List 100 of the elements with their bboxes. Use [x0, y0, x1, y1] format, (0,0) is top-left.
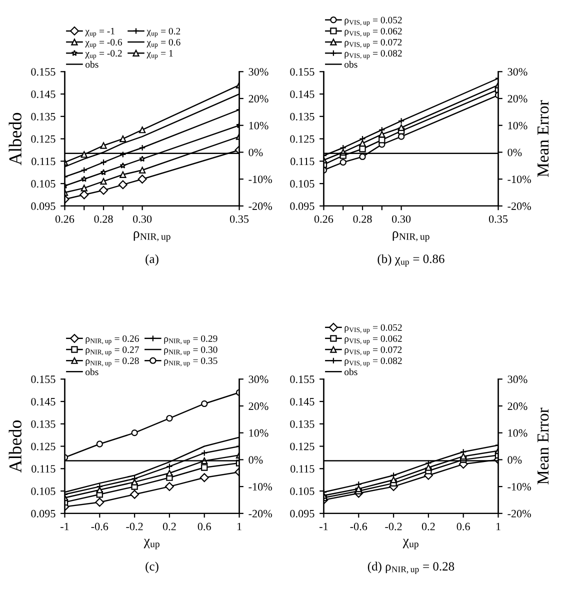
y-tick-label: 0.125 [31, 442, 56, 450]
x-tick-label: -0.2 [126, 522, 143, 530]
y-axis-title: Albedo [8, 112, 22, 166]
legend-label: ρ$_{VIS,up}$ = 0.052 [344, 324, 402, 334]
legend-label: ρ$_{NIR,up}$ = 0.27 [86, 346, 139, 356]
y-tick-label: 0.125 [290, 442, 314, 450]
x-tick-label: -1 [320, 522, 328, 530]
y2-tick-label: -10% [508, 176, 531, 184]
y-tick-label: 0.105 [290, 488, 314, 496]
y2-axis-title: Mean Error [538, 408, 549, 484]
x-tick-label: 0.26 [314, 215, 334, 223]
text: (c) [146, 562, 158, 574]
legend-label: χ$_{up}$ = -0.6 [85, 38, 122, 48]
y2-tick-label: 30% [248, 376, 268, 384]
y2-tick-label: 10% [508, 122, 528, 130]
x-tick-label: 0.6 [198, 522, 211, 530]
x-tick-label: 1 [237, 522, 242, 530]
y-tick-label: 0.155 [290, 376, 314, 384]
y-tick-label: 0.125 [290, 135, 314, 143]
legend-label: ρ$_{NIR,up}$ = 0.35 [164, 357, 218, 367]
x-tick-label: 0.2 [162, 522, 176, 530]
x-axis-title: ρ$_{NIR,up}$ [392, 231, 430, 242]
x-axis-title: χ$_{up}$ [402, 538, 418, 550]
y-tick-label: 0.145 [31, 90, 56, 98]
legend-label: ρ$_{NIR,up}$ = 0.28 [86, 357, 139, 367]
x-tick-label: 0.30 [133, 215, 152, 223]
legend-label: obs [344, 368, 358, 376]
x-tick-label: 0.28 [94, 215, 113, 223]
text: (a) [146, 254, 158, 266]
legend-label: ρ$_{NIR,up}$ = 0.29 [164, 335, 218, 345]
legend-label: ρ$_{VIS,up}$ = 0.052 [344, 16, 402, 26]
y2-tick-label: 20% [248, 402, 268, 410]
legend-label: ρ$_{VIS,up}$ = 0.082 [344, 50, 402, 60]
y2-axis-title: Mean Error [538, 100, 549, 177]
y-tick-label: 0.125 [31, 135, 56, 143]
y-tick-label: 0.105 [31, 488, 56, 496]
y2-tick-label: 30% [248, 68, 268, 76]
y2-tick-label: 0% [508, 148, 522, 156]
y-tick-label: 0.095 [31, 510, 56, 518]
y2-tick-label: 30% [508, 68, 528, 76]
y2-tick-label: 10% [508, 429, 528, 437]
legend-label: ρ$_{VIS,up}$ = 0.062 [344, 28, 402, 38]
x-tick-label: 0.28 [353, 215, 372, 223]
y-axis-title: Albedo [8, 420, 22, 473]
y-tick-label: 0.135 [31, 112, 56, 120]
y-tick-label: 0.135 [31, 420, 56, 428]
y2-tick-label: -20% [508, 510, 531, 518]
y-tick-label: 0.145 [290, 398, 314, 406]
y-tick-label: 0.115 [32, 465, 56, 473]
y-tick-label: 0.115 [290, 465, 314, 473]
y2-tick-label: 20% [508, 402, 528, 410]
legend-label: obs [344, 60, 358, 68]
x-tick-label: -0.6 [350, 522, 368, 530]
x-tick-label: 0.35 [230, 215, 249, 223]
y-tick-label: 0.105 [290, 180, 314, 188]
x-tick-label: 0.2 [422, 522, 435, 530]
y-tick-label: 0.095 [290, 202, 314, 210]
text: (d) ρ$_{NIR,up}$ = 0.28 [368, 562, 454, 574]
legend-label: ρ$_{VIS,up}$ = 0.062 [344, 335, 402, 345]
x-tick-label: 0.35 [488, 215, 508, 223]
y2-tick-label: 10% [249, 429, 268, 437]
y-tick-label: 0.095 [290, 510, 314, 518]
y2-tick-label: -10% [508, 483, 531, 491]
y-tick-label: 0.135 [290, 112, 314, 120]
y-tick-label: 0.155 [290, 68, 314, 76]
y-tick-label: 0.155 [31, 68, 56, 76]
y2-tick-label: -10% [248, 483, 272, 491]
x-tick-label: -1 [60, 522, 69, 530]
x-axis-title: χ$_{up}$ [144, 538, 160, 550]
y-tick-label: 0.145 [290, 90, 314, 98]
y-tick-label: 0.145 [31, 398, 56, 406]
legend-label: χ$_{up}$ = 1 [146, 50, 173, 60]
y-tick-label: 0.115 [290, 158, 314, 166]
y2-tick-label: 0% [248, 456, 263, 464]
y2-tick-label: -20% [508, 202, 531, 210]
y-tick-label: 0.135 [290, 420, 314, 428]
y2-tick-label: 20% [248, 94, 268, 103]
x-tick-label: 1 [496, 522, 500, 530]
legend-label: ρ$_{VIS,up}$ = 0.072 [344, 346, 402, 356]
legend-label: ρ$_{VIS,up}$ = 0.072 [344, 38, 402, 48]
y-tick-label: 0.105 [31, 180, 56, 188]
y2-tick-label: -10% [248, 176, 272, 184]
legend-label: χ$_{up}$ = -0.2 [85, 50, 122, 60]
legend-label: ρ$_{VIS,up}$ = 0.082 [344, 357, 402, 367]
y2-tick-label: 30% [508, 376, 528, 384]
y2-tick-label: 10% [249, 122, 268, 130]
y2-tick-label: -20% [248, 202, 272, 210]
x-tick-label: 0.30 [392, 215, 411, 223]
x-tick-label: -0.6 [91, 522, 108, 530]
y2-tick-label: 20% [508, 94, 528, 103]
y-tick-label: 0.095 [31, 202, 56, 210]
x-tick-label: 0.6 [456, 522, 470, 530]
legend-label: χ$_{up}$ = -1 [85, 28, 114, 38]
text: (b) χ$_{up}$ = 0.86 [378, 254, 444, 267]
legend-label: χ$_{up}$ = 0.2 [146, 28, 180, 38]
y-tick-label: 0.155 [31, 376, 56, 384]
legend-label: obs [86, 60, 98, 68]
y-tick-label: 0.115 [32, 158, 56, 166]
y2-tick-label: -20% [248, 510, 272, 518]
legend-label: obs [86, 368, 98, 376]
